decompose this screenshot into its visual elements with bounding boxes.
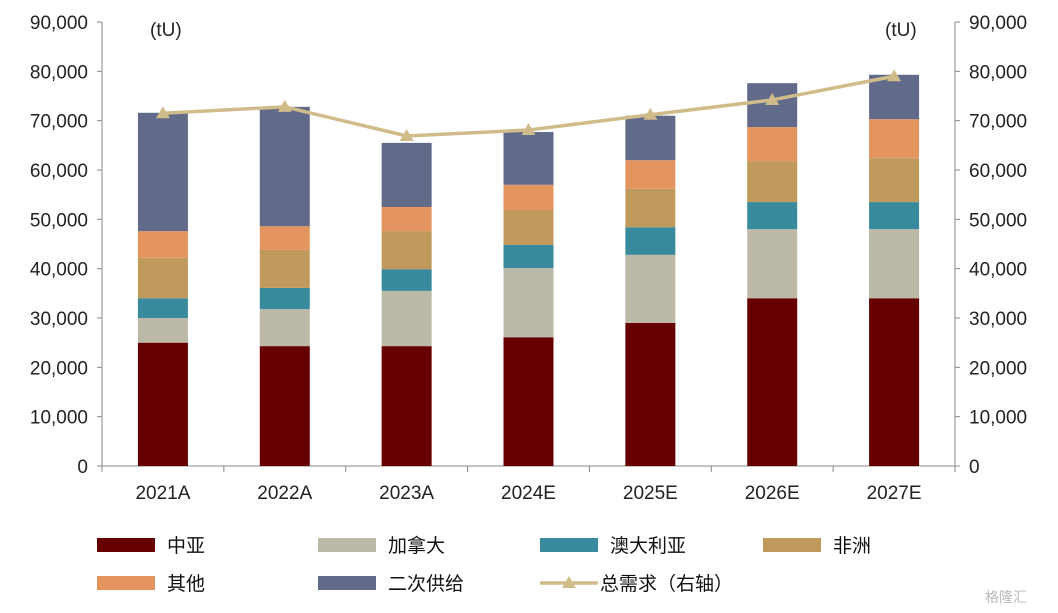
bar-segment-2 xyxy=(381,269,432,291)
bar-segment-4 xyxy=(259,226,310,250)
x-tick-label: 2026E xyxy=(745,483,800,504)
total-demand-marker xyxy=(277,99,292,112)
bar-segment-3 xyxy=(259,249,310,288)
right-tick-label: 10,000 xyxy=(969,408,1027,429)
bar-segment-3 xyxy=(503,209,554,245)
x-tick-label: 2027E xyxy=(867,483,922,504)
legend-label: 二次供给 xyxy=(388,573,464,595)
bar-segment-1 xyxy=(869,229,920,299)
bar-segment-3 xyxy=(137,257,188,299)
bar-segment-4 xyxy=(503,184,554,210)
left-tick-label: 20,000 xyxy=(30,358,88,379)
legend-label: 中亚 xyxy=(167,535,205,557)
bar-segment-4 xyxy=(869,119,920,159)
legend-label: 加拿大 xyxy=(388,534,445,557)
x-tick-label: 2025E xyxy=(623,483,678,504)
bar-segment-5 xyxy=(137,112,188,232)
right-tick-label: 50,000 xyxy=(969,210,1027,231)
left-tick-label: 80,000 xyxy=(30,62,88,83)
bar-segment-1 xyxy=(747,229,798,299)
bar-segment-5 xyxy=(625,115,676,161)
right-tick-label: 90,000 xyxy=(969,13,1027,34)
bar-segment-2 xyxy=(625,227,676,255)
right-tick-label: 80,000 xyxy=(969,62,1027,83)
bar-segment-1 xyxy=(625,254,676,323)
bar-segment-3 xyxy=(381,231,432,270)
legend-swatch-1 xyxy=(318,538,376,552)
x-tick-label: 2022A xyxy=(257,483,312,504)
bar-segment-1 xyxy=(137,318,188,343)
legend-swatch-5 xyxy=(318,576,376,590)
right-tick-label: 0 xyxy=(969,457,980,478)
bar-segment-4 xyxy=(625,160,676,189)
bar-segment-2 xyxy=(869,202,920,230)
total-demand-marker xyxy=(887,69,902,82)
bar-segment-4 xyxy=(381,207,432,232)
bar-segment-2 xyxy=(503,244,554,269)
total-demand-marker xyxy=(643,107,658,120)
bar-segment-5 xyxy=(381,142,432,207)
bar-segment-5 xyxy=(259,106,310,227)
bar-segment-0 xyxy=(625,322,676,466)
left-tick-label: 0 xyxy=(77,457,88,478)
x-tick-label: 2021A xyxy=(135,483,190,504)
bar-segment-2 xyxy=(259,287,310,310)
legend-label: 总需求（右轴） xyxy=(600,573,733,595)
left-tick-label: 30,000 xyxy=(30,309,88,330)
right-tick-label: 20,000 xyxy=(969,358,1027,379)
bar-segment-5 xyxy=(869,74,920,120)
bar-segment-3 xyxy=(869,158,920,203)
bar-segment-0 xyxy=(137,342,188,466)
bar-segment-0 xyxy=(259,346,310,466)
bar-segment-5 xyxy=(747,83,798,128)
left-tick-label: 90,000 xyxy=(30,13,88,34)
legend-label: 非洲 xyxy=(833,535,871,557)
bar-segment-0 xyxy=(869,298,920,466)
bar-segment-2 xyxy=(747,202,798,230)
x-tick-label: 2023A xyxy=(379,483,434,504)
left-tick-label: 50,000 xyxy=(30,210,88,231)
left-unit-label: (tU) xyxy=(150,20,182,41)
x-tick-label: 2024E xyxy=(501,483,556,504)
legend-label: 澳大利亚 xyxy=(610,535,686,557)
bar-segment-5 xyxy=(503,132,554,185)
right-tick-label: 30,000 xyxy=(969,309,1027,330)
left-tick-label: 70,000 xyxy=(30,112,88,133)
bar-segment-2 xyxy=(137,298,188,318)
bar-segment-4 xyxy=(137,231,188,258)
legend-triangle-marker xyxy=(562,576,576,588)
legend-swatch-4 xyxy=(97,576,155,590)
watermark-logo: 格隆汇 xyxy=(985,589,1027,605)
left-tick-label: 10,000 xyxy=(30,408,88,429)
right-tick-label: 60,000 xyxy=(969,161,1027,182)
bar-segment-1 xyxy=(381,290,432,347)
bar-segment-0 xyxy=(747,298,798,466)
total-demand-marker xyxy=(155,106,170,119)
left-tick-label: 40,000 xyxy=(30,260,88,281)
right-unit-label: (tU) xyxy=(885,20,917,41)
total-demand-marker xyxy=(399,128,414,141)
total-demand-marker xyxy=(521,123,536,136)
bar-segment-0 xyxy=(503,337,554,466)
legend-swatch-0 xyxy=(97,538,155,552)
right-tick-label: 40,000 xyxy=(969,260,1027,281)
bar-segment-1 xyxy=(259,309,310,347)
right-tick-label: 70,000 xyxy=(969,112,1027,133)
legend-swatch-3 xyxy=(763,538,821,552)
total-demand-marker xyxy=(765,92,780,105)
bar-segment-0 xyxy=(381,346,432,466)
bar-segment-4 xyxy=(747,127,798,162)
bar-segment-3 xyxy=(747,161,798,203)
bar-segment-1 xyxy=(503,268,554,338)
legend-label: 其他 xyxy=(167,573,205,595)
legend-swatch-2 xyxy=(540,538,598,552)
bar-segment-3 xyxy=(625,188,676,228)
left-tick-label: 60,000 xyxy=(30,161,88,182)
